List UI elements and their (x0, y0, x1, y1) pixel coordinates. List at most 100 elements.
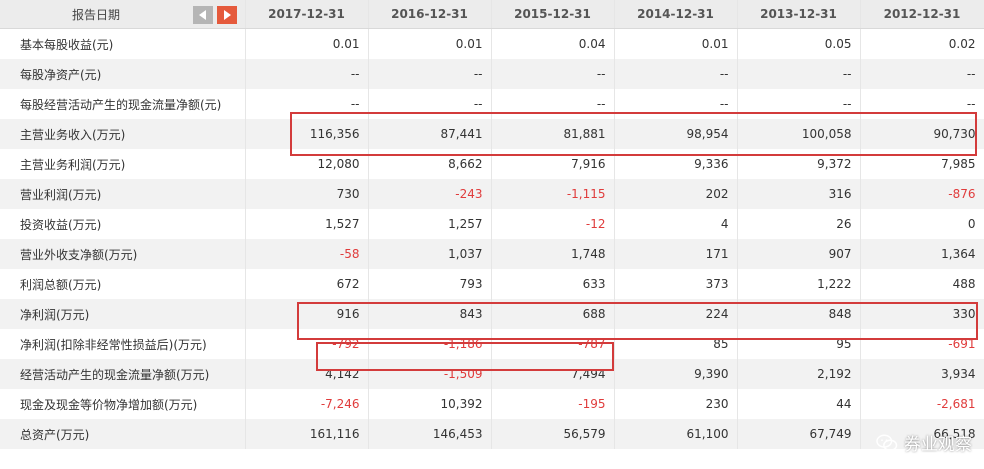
value-cell: 26 (737, 209, 861, 239)
table-row: 主营业务利润(万元) 12,080 8,662 7,916 9,336 9,372 7,98… (0, 149, 984, 179)
value-cell: 916 (245, 299, 369, 329)
value-cell: -1,509 (368, 359, 492, 389)
prev-period-button[interactable] (193, 6, 213, 24)
value-cell: 61,100 (614, 419, 738, 449)
report-date-label: 报告日期 (72, 7, 121, 22)
value-cell: -- (368, 89, 492, 119)
value-cell: -792 (245, 329, 369, 359)
value-cell: -12 (491, 209, 615, 239)
watermark: 券业观察 (876, 430, 972, 455)
value-cell: 0.01 (245, 28, 369, 59)
value-cell: 3,934 (860, 359, 984, 389)
value-cell: 81,881 (491, 119, 615, 149)
value-cell: 316 (737, 179, 861, 209)
value-cell: 373 (614, 269, 738, 299)
value-cell: -- (614, 89, 738, 119)
value-cell: 116,356 (245, 119, 369, 149)
value-cell: 0.01 (368, 28, 492, 59)
value-cell: -691 (860, 329, 984, 359)
value-cell: 330 (860, 299, 984, 329)
value-cell: -876 (860, 179, 984, 209)
value-cell: 146,453 (368, 419, 492, 449)
value-cell: 85 (614, 329, 738, 359)
date-header: 2015-12-31 (491, 0, 615, 29)
value-cell: 1,527 (245, 209, 369, 239)
value-cell: -1,186 (368, 329, 492, 359)
value-cell: 8,662 (368, 149, 492, 179)
value-cell: -- (860, 89, 984, 119)
value-cell: -- (860, 59, 984, 89)
value-cell: -- (368, 59, 492, 89)
value-cell: 907 (737, 239, 861, 269)
value-cell: 4 (614, 209, 738, 239)
table-row: 净利润(万元) 916 843 688 224 848 330 (0, 299, 984, 329)
report-date-header: 报告日期 (0, 0, 246, 29)
row-label: 现金及现金等价物净增加额(万元) (0, 389, 246, 419)
table-row: 每股净资产(元) -- -- -- -- -- -- (0, 59, 984, 89)
value-cell: 730 (245, 179, 369, 209)
value-cell: -- (614, 59, 738, 89)
value-cell: -58 (245, 239, 369, 269)
value-cell: 1,222 (737, 269, 861, 299)
table-row: 营业外收支净额(万元) -58 1,037 1,748 171 907 1,364 (0, 239, 984, 269)
value-cell: -- (491, 89, 615, 119)
row-label: 总资产(万元) (0, 419, 246, 449)
row-label: 营业利润(万元) (0, 179, 246, 209)
row-label: 每股经营活动产生的现金流量净额(元) (0, 89, 246, 119)
value-cell: 7,985 (860, 149, 984, 179)
value-cell: 1,037 (368, 239, 492, 269)
value-cell: 56,579 (491, 419, 615, 449)
date-header: 2013-12-31 (737, 0, 861, 29)
row-label: 基本每股收益(元) (0, 28, 246, 59)
table-row: 经营活动产生的现金流量净额(万元) 4,142 -1,509 7,494 9,390 2,… (0, 359, 984, 389)
value-cell: -- (245, 89, 369, 119)
value-cell: 67,749 (737, 419, 861, 449)
value-cell: 9,390 (614, 359, 738, 389)
value-cell: 672 (245, 269, 369, 299)
row-label: 主营业务利润(万元) (0, 149, 246, 179)
row-label: 利润总额(万元) (0, 269, 246, 299)
value-cell: 1,257 (368, 209, 492, 239)
value-cell: 0.05 (737, 28, 861, 59)
value-cell: -2,681 (860, 389, 984, 419)
row-label: 每股净资产(元) (0, 59, 246, 89)
row-label: 经营活动产生的现金流量净额(万元) (0, 359, 246, 389)
date-header: 2014-12-31 (614, 0, 738, 29)
value-cell: 848 (737, 299, 861, 329)
value-cell: 793 (368, 269, 492, 299)
value-cell: 12,080 (245, 149, 369, 179)
value-cell: 9,336 (614, 149, 738, 179)
table-row: 基本每股收益(元) 0.01 0.01 0.04 0.01 0.05 0.02 (0, 28, 984, 59)
value-cell: 1,364 (860, 239, 984, 269)
value-cell: 230 (614, 389, 738, 419)
date-header: 2012-12-31 (860, 0, 984, 29)
value-cell: 44 (737, 389, 861, 419)
value-cell: -243 (368, 179, 492, 209)
value-cell: 95 (737, 329, 861, 359)
value-cell: 4,142 (245, 359, 369, 389)
table-row: 营业利润(万元) 730 -243 -1,115 202 316 -876 (0, 179, 984, 209)
value-cell: 488 (860, 269, 984, 299)
next-period-button[interactable] (217, 6, 237, 24)
value-cell: 7,916 (491, 149, 615, 179)
value-cell: -- (245, 59, 369, 89)
financial-table: 报告日期 2017-12-31 2016-12-31 2015-12-31 20… (0, 0, 984, 449)
table-row: 现金及现金等价物净增加额(万元) -7,246 10,392 -195 230 44 -2,… (0, 389, 984, 419)
value-cell: 0 (860, 209, 984, 239)
table-row: 投资收益(万元) 1,527 1,257 -12 4 26 0 (0, 209, 984, 239)
arrow-left-icon (199, 10, 206, 20)
value-cell: -- (737, 59, 861, 89)
value-cell: 0.04 (491, 28, 615, 59)
value-cell: 843 (368, 299, 492, 329)
value-cell: 10,392 (368, 389, 492, 419)
value-cell: -- (737, 89, 861, 119)
value-cell: 202 (614, 179, 738, 209)
value-cell: 224 (614, 299, 738, 329)
value-cell: 9,372 (737, 149, 861, 179)
value-cell: 7,494 (491, 359, 615, 389)
value-cell: -- (491, 59, 615, 89)
wechat-icon (876, 434, 898, 451)
row-label: 净利润(万元) (0, 299, 246, 329)
table-row: 每股经营活动产生的现金流量净额(元) -- -- -- -- -- -- (0, 89, 984, 119)
watermark-text: 券业观察 (904, 435, 972, 455)
